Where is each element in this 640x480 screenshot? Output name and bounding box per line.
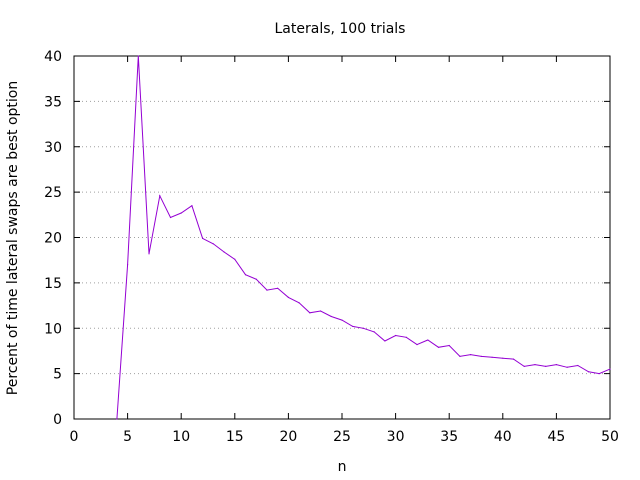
data-point <box>470 353 472 356</box>
data-point <box>373 331 375 333</box>
data-point <box>137 55 139 57</box>
x-tick-label: 35 <box>440 429 458 445</box>
x-tick-label: 10 <box>172 429 190 445</box>
x-tick-label: 30 <box>387 429 405 445</box>
x-tick-label: 5 <box>123 429 132 445</box>
x-tick-label: 50 <box>601 429 619 445</box>
data-point <box>341 319 343 321</box>
x-axis-label: n <box>338 459 347 475</box>
y-tick-label: 15 <box>44 276 62 292</box>
x-tick-label: 25 <box>333 429 351 445</box>
data-point <box>244 274 247 276</box>
data-point <box>609 368 611 370</box>
data-point <box>180 212 182 214</box>
data-point <box>352 325 354 328</box>
data-point <box>319 310 322 312</box>
data-point <box>577 364 579 367</box>
data-point <box>277 287 279 289</box>
y-tick-label: 40 <box>44 49 62 65</box>
x-axis: 0 5 10 15 20 25 30 35 40 45 50 <box>70 56 619 445</box>
data-point <box>555 363 558 366</box>
data-point <box>148 253 150 255</box>
chart-title: Laterals, 100 trials <box>275 21 406 37</box>
data-point <box>159 195 161 197</box>
data-point <box>127 264 129 266</box>
data-point <box>405 336 407 338</box>
data-point <box>116 418 118 420</box>
y-tick-label: 30 <box>44 140 62 156</box>
data-point <box>534 363 536 366</box>
data-point <box>384 340 386 342</box>
data-point <box>437 346 440 348</box>
x-tick-label: 45 <box>547 429 565 445</box>
data-point <box>545 365 547 367</box>
y-axis: 0 5 10 15 20 25 30 35 40 <box>44 49 610 428</box>
data-point <box>566 366 568 368</box>
data-point <box>491 356 493 358</box>
y-tick-label: 25 <box>44 185 62 201</box>
data-point <box>416 343 418 346</box>
y-tick-label: 35 <box>44 94 62 110</box>
data-point <box>427 339 429 341</box>
data-point <box>502 357 504 359</box>
data-point <box>234 258 236 260</box>
data-point <box>255 278 257 280</box>
data-point <box>459 355 461 357</box>
data-point <box>448 344 450 347</box>
data-point <box>395 334 397 337</box>
data-point <box>223 251 225 253</box>
grid <box>74 100 610 375</box>
y-tick-label: 5 <box>53 367 62 383</box>
x-tick-label: 40 <box>494 429 512 445</box>
data-point <box>169 216 172 219</box>
data-point <box>587 371 590 373</box>
y-tick-label: 10 <box>44 321 62 337</box>
data-point <box>298 302 300 304</box>
y-tick-label: 0 <box>53 412 62 428</box>
y-axis-label: Percent of time lateral swaps are best o… <box>5 81 21 395</box>
data-point <box>598 373 600 375</box>
series-points <box>116 55 611 420</box>
y-tick-label: 20 <box>44 231 62 247</box>
x-tick-label: 15 <box>226 429 244 445</box>
data-point <box>287 296 289 298</box>
data-point <box>309 312 311 314</box>
data-point <box>480 355 482 357</box>
x-tick-label: 0 <box>70 429 79 445</box>
x-tick-label: 20 <box>279 429 297 445</box>
data-point <box>202 237 204 240</box>
data-point <box>191 205 193 207</box>
data-point <box>266 289 268 291</box>
data-point <box>212 243 214 245</box>
data-point <box>362 327 365 329</box>
data-point <box>512 358 515 360</box>
data-point <box>330 315 332 318</box>
data-point <box>523 365 525 367</box>
